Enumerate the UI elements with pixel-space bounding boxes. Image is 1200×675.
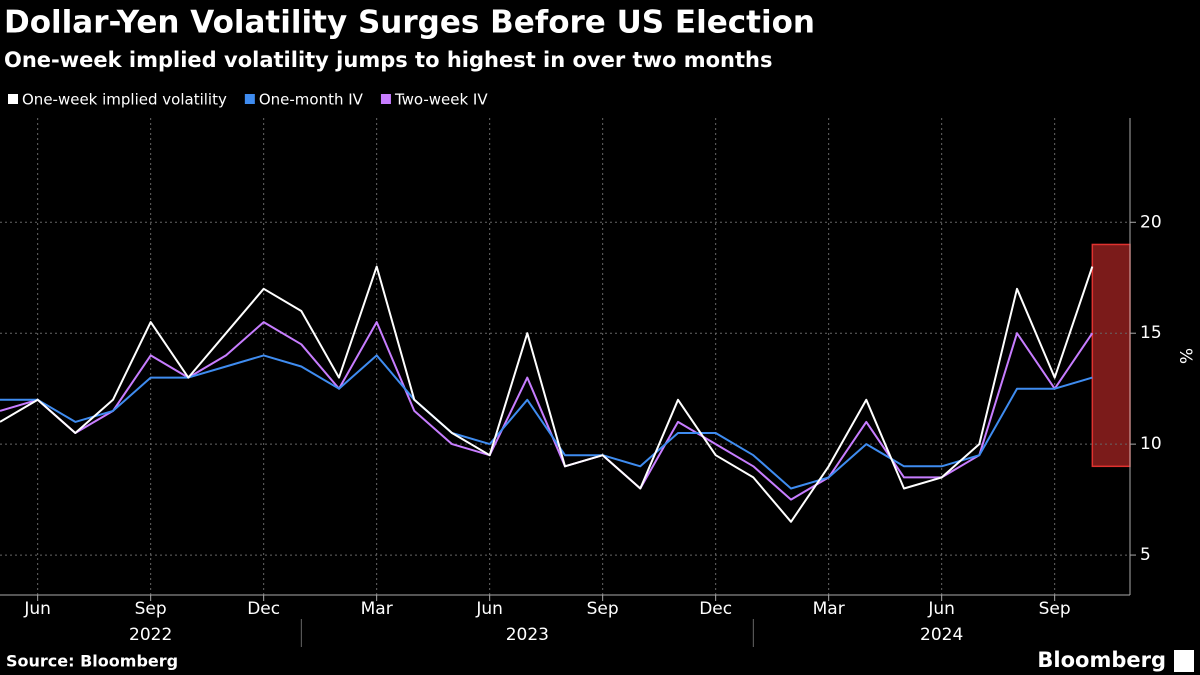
- year-label: 2023: [506, 625, 549, 645]
- x-tick-label: Jun: [927, 599, 955, 619]
- legend-swatch: [8, 94, 18, 104]
- x-tick-label: Jun: [23, 599, 51, 619]
- legend-label: One-week implied volatility: [22, 91, 227, 109]
- brand: Bloomberg: [1037, 648, 1166, 672]
- y-tick-label: 15: [1140, 323, 1162, 343]
- x-tick-label: Sep: [1039, 599, 1071, 619]
- highlight-box: [1091, 243, 1131, 468]
- source: Source: Bloomberg: [6, 652, 178, 671]
- x-tick-label: Jun: [475, 599, 503, 619]
- x-tick-label: Dec: [699, 599, 732, 619]
- legend-swatch: [244, 94, 255, 104]
- series-line: [0, 354, 1093, 490]
- series-line: [0, 265, 1094, 523]
- chart-title: Dollar-Yen Volatility Surges Before US E…: [4, 5, 815, 41]
- y-tick-label: 20: [1140, 212, 1162, 232]
- series-line: [0, 321, 1094, 501]
- x-tick-label: Mar: [361, 599, 393, 619]
- y-tick-label: 10: [1140, 434, 1162, 454]
- y-tick-label: 5: [1140, 545, 1151, 565]
- legend-label: One-month IV: [259, 91, 364, 109]
- chart-subtitle: One-week implied volatility jumps to hig…: [4, 48, 772, 72]
- legend-label: Two-week IV: [394, 91, 488, 109]
- x-tick-label: Sep: [135, 599, 167, 619]
- legend-swatch: [380, 94, 391, 104]
- x-tick-label: Mar: [813, 599, 845, 619]
- year-label: 2024: [920, 625, 963, 645]
- brand-icon: [1174, 650, 1194, 672]
- year-label: 2022: [129, 625, 172, 645]
- x-tick-label: Sep: [587, 599, 619, 619]
- y-axis-label: %: [1175, 348, 1195, 364]
- x-tick-label: Dec: [247, 599, 280, 619]
